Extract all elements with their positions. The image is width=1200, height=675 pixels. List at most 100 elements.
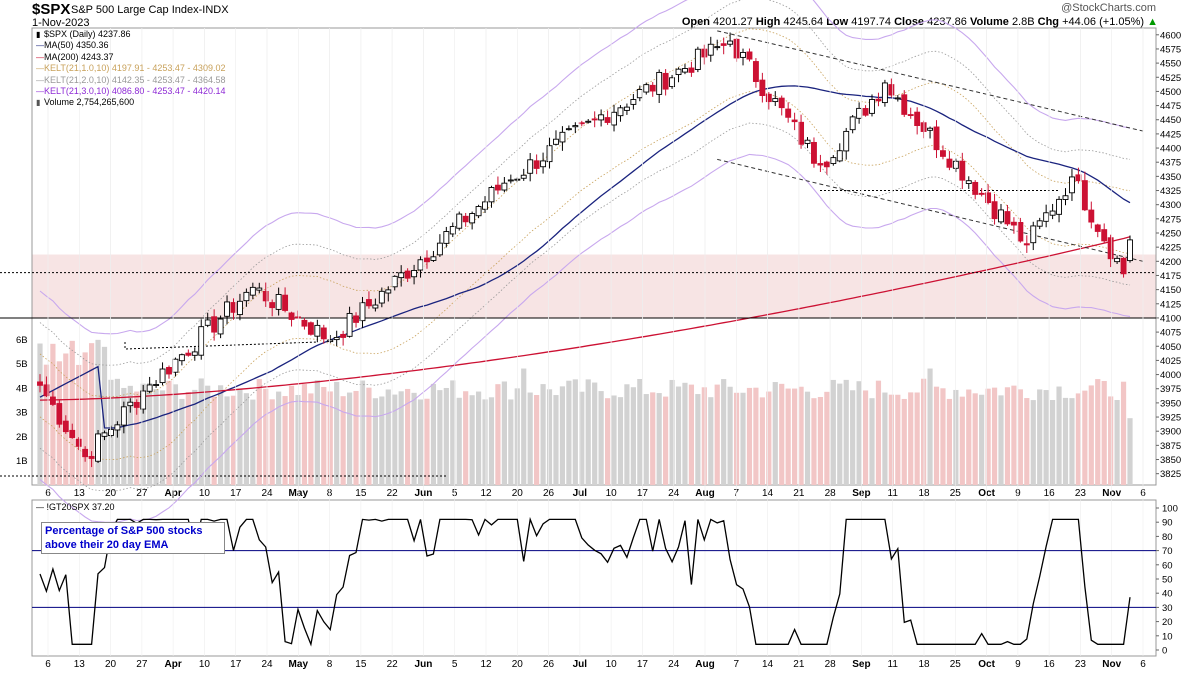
price-tick-label: 4225 (1160, 243, 1181, 254)
volume-bar (282, 396, 288, 485)
price-tick-label: 4275 (1160, 214, 1181, 225)
legend-label: $SPX (Daily) 4237.86 (44, 29, 131, 39)
volume-bar (50, 343, 56, 485)
indicator-tick-label: 100 (1162, 504, 1178, 515)
volume-bar (95, 339, 101, 485)
volume-bar (1069, 398, 1075, 485)
volume-bar (140, 383, 146, 485)
candle-body (643, 84, 650, 93)
candle-body (488, 187, 495, 203)
keltner-3-upper (39, 0, 1131, 335)
price-tick-label: 4025 (1160, 356, 1181, 367)
candle-body (746, 51, 753, 60)
chart-symbol: $SPX (32, 1, 71, 18)
volume-tick-label: 5B (16, 359, 28, 370)
candle-body (907, 114, 914, 117)
volume-bar (766, 391, 772, 485)
volume-bar (637, 379, 643, 485)
candle-body (262, 290, 269, 302)
chart-name: S&P 500 Large Cap Index-INDX (71, 4, 229, 16)
volume-bar (263, 388, 269, 485)
legend-entry: —MA(50) 4350.36 (36, 40, 225, 51)
volume-bar (701, 387, 707, 485)
volume-bar (1030, 400, 1036, 485)
indicator-note: Percentage of S&P 500 stocks above their … (41, 522, 225, 554)
volume-bar (811, 398, 817, 485)
x-tick-label: 18 (918, 659, 930, 670)
volume-bar (972, 393, 978, 485)
volume-bar (546, 389, 553, 485)
candle-body (49, 396, 56, 405)
volume-bar (953, 389, 959, 485)
volume-bar (991, 387, 998, 485)
candle-body (965, 180, 972, 184)
volume-bar (43, 364, 50, 485)
volume-bar (192, 389, 198, 485)
volume-bar (856, 381, 862, 485)
price-legend: ▮ $SPX (Daily) 4237.86 —MA(50) 4350.36 —MA(… (36, 29, 225, 109)
candle-body (578, 122, 585, 125)
volume-bar (134, 391, 140, 485)
volume-bar (82, 352, 88, 485)
candle-body (972, 181, 979, 195)
volume-bar (521, 368, 527, 485)
ma200-line (39, 236, 1131, 401)
candle-body (1114, 257, 1121, 263)
candle-body (282, 294, 289, 311)
x-tick-label: 15 (355, 659, 367, 670)
volume-bar (933, 386, 940, 485)
candle-body (507, 179, 514, 182)
x-tick-label: 23 (1075, 659, 1087, 670)
volume-bar (456, 397, 462, 485)
candle-body (307, 322, 314, 335)
candle-body (894, 97, 901, 100)
volume-bar (617, 397, 624, 485)
candle-body (127, 401, 134, 407)
x-tick-label: 8 (327, 659, 333, 670)
volume-bar (579, 391, 585, 485)
up-arrow-icon: ▲ (1147, 16, 1158, 28)
volume-bar (334, 381, 340, 485)
volume-bar (172, 384, 179, 485)
volume-bar (740, 392, 746, 485)
candle-body (327, 339, 334, 343)
candle-body (359, 302, 366, 322)
candle-body (720, 43, 727, 46)
candle-body (62, 420, 69, 433)
volume-bar (1114, 400, 1120, 485)
volume-bar (366, 387, 372, 485)
candle-body (611, 111, 617, 126)
volume-bar (359, 380, 366, 485)
volume-bar (76, 364, 82, 485)
candle-body (462, 215, 469, 223)
channel-lower-line (717, 158, 1144, 262)
candle-body (230, 302, 237, 313)
price-tick-label: 4100 (1160, 313, 1181, 324)
candle-body (88, 456, 95, 459)
volume-bar (495, 384, 501, 485)
candle-body (798, 121, 805, 145)
legend-label: KELT(21,2.0,10) 4142.35 - 4253.47 - 4364… (44, 74, 226, 85)
volume-bar (850, 390, 856, 485)
volume-bar (1004, 387, 1011, 485)
volume-bar (346, 392, 353, 485)
volume-bar (708, 397, 714, 485)
legend-swatch-icon: — (36, 52, 44, 62)
candle-body (811, 141, 817, 164)
candle-body (1075, 174, 1082, 182)
candle-body (688, 67, 695, 73)
volume-bar (1082, 390, 1088, 485)
dotted-range-line (124, 341, 319, 350)
candle-body (804, 139, 811, 144)
volume-bar (385, 389, 391, 485)
candle-body (1004, 211, 1011, 225)
candle-body (662, 72, 669, 90)
candle-body (172, 358, 179, 373)
volume-bar (1011, 385, 1017, 485)
candle-body (191, 351, 198, 356)
volume-bar (1101, 380, 1107, 485)
candle-body (888, 84, 895, 96)
candle-body (585, 120, 592, 123)
candle-body (843, 130, 850, 152)
candle-body (75, 438, 82, 447)
